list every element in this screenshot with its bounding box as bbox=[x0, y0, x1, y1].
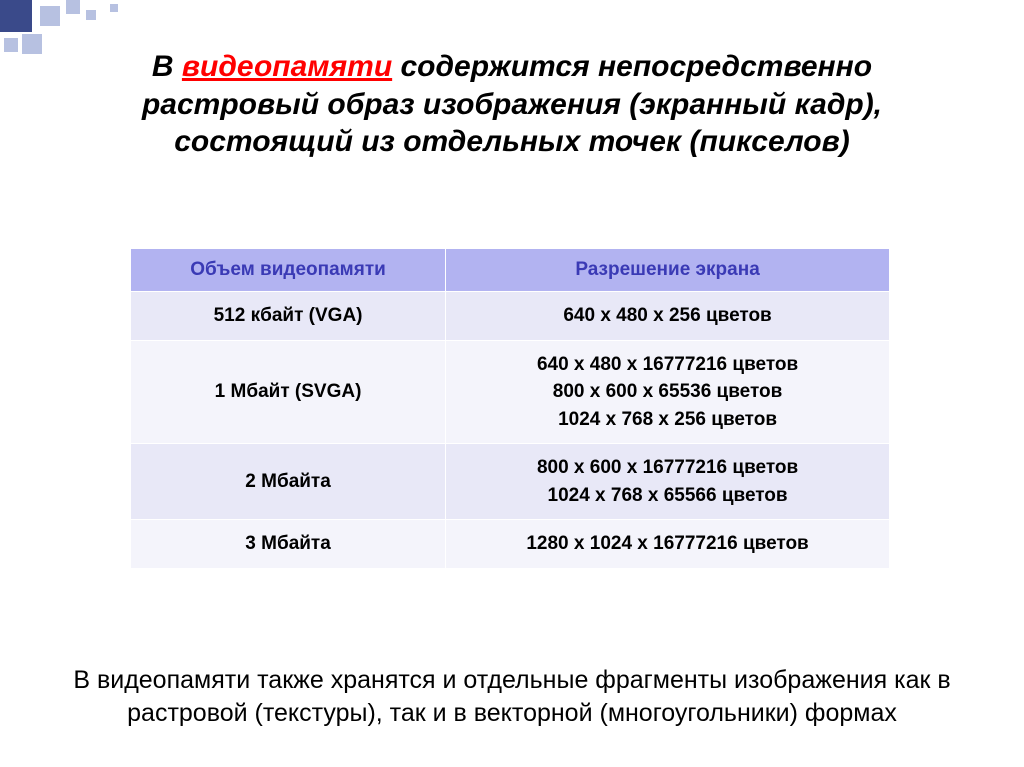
col-resolution: Разрешение экрана bbox=[446, 249, 890, 292]
cell-resolution: 1280 х 1024 х 16777216 цветов bbox=[446, 520, 890, 569]
table-row: 2 Мбайта 800 х 600 х 16777216 цветов1024… bbox=[131, 444, 890, 520]
table-header-row: Объем видеопамяти Разрешение экрана bbox=[131, 249, 890, 292]
slide-title: В видеопамяти содержится непосредственно… bbox=[60, 48, 964, 161]
cell-memory: 1 Мбайт (SVGA) bbox=[131, 340, 446, 444]
cell-resolution: 640 х 480 х 16777216 цветов800 х 600 х 6… bbox=[446, 340, 890, 444]
title-pre: В bbox=[152, 50, 182, 83]
table-row: 1 Мбайт (SVGA) 640 х 480 х 16777216 цвет… bbox=[131, 340, 890, 444]
table-row: 3 Мбайта 1280 х 1024 х 16777216 цветов bbox=[131, 520, 890, 569]
corner-decoration bbox=[0, 0, 160, 55]
memory-table: Объем видеопамяти Разрешение экрана 512 … bbox=[130, 248, 890, 569]
cell-memory: 3 Мбайта bbox=[131, 520, 446, 569]
cell-resolution: 800 х 600 х 16777216 цветов1024 х 768 х … bbox=[446, 444, 890, 520]
table-row: 512 кбайт (VGA) 640 х 480 х 256 цветов bbox=[131, 292, 890, 341]
title-highlight: видеопамяти bbox=[182, 50, 392, 83]
cell-memory: 2 Мбайта bbox=[131, 444, 446, 520]
cell-resolution: 640 х 480 х 256 цветов bbox=[446, 292, 890, 341]
cell-memory: 512 кбайт (VGA) bbox=[131, 292, 446, 341]
slide: В видеопамяти содержится непосредственно… bbox=[0, 0, 1024, 767]
col-memory: Объем видеопамяти bbox=[131, 249, 446, 292]
footer-text: В видеопамяти также хранятся и отдельные… bbox=[70, 664, 954, 732]
